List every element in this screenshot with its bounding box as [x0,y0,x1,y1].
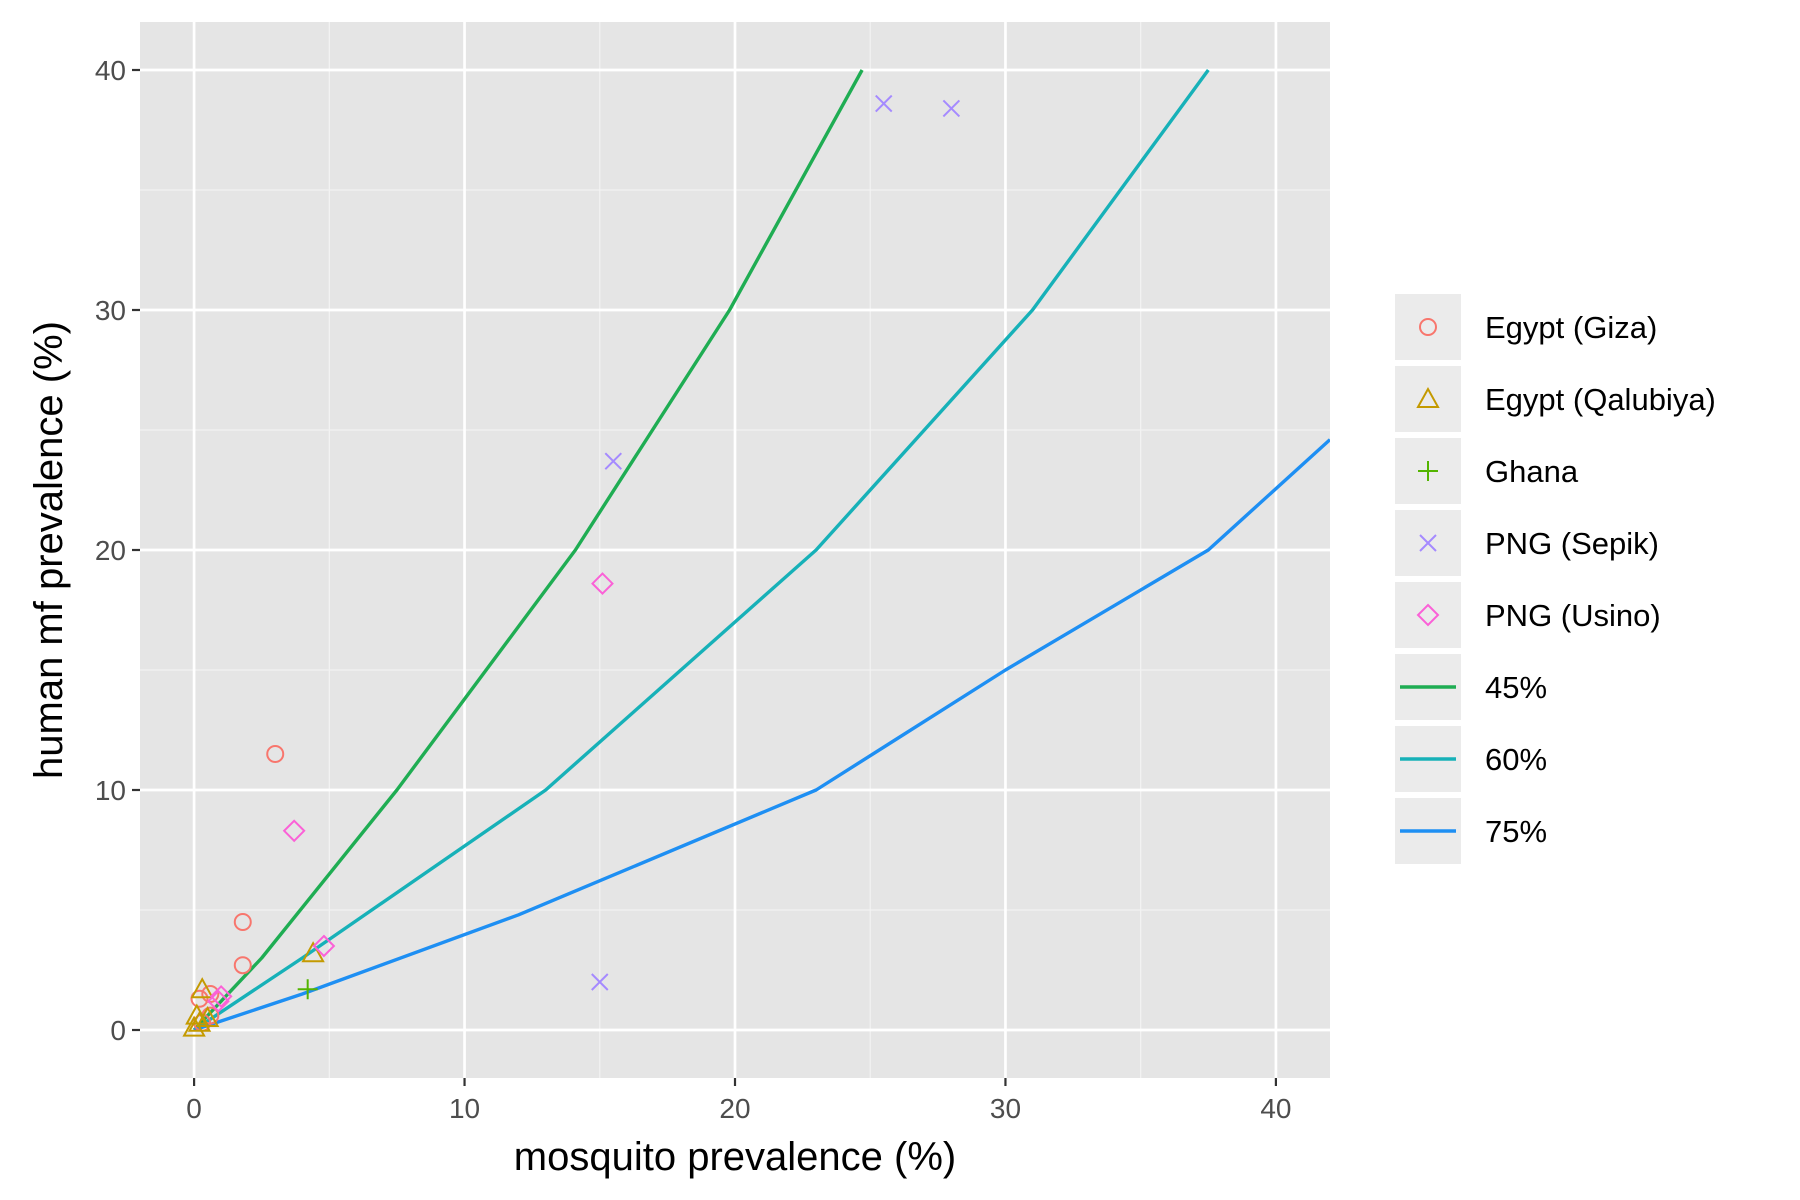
data-point [233,956,252,975]
legend-key-plus [1418,461,1438,481]
line-45% [192,69,864,1032]
legend-label: Egypt (Qalubiya) [1485,382,1716,417]
legend-label: 75% [1485,814,1547,849]
data-point [190,989,209,1008]
legend: Egypt (Giza) Egypt (Qalubiya) Ghana PNG (Se… [1395,294,1716,864]
data-point [185,1003,209,1025]
legend-key-background [1395,294,1461,360]
data-point [190,977,214,999]
data-point [209,984,233,1008]
legend-label: 60% [1485,742,1547,777]
data-point [187,1010,212,1032]
data-point [282,819,306,843]
data-point [297,979,318,1000]
y-tick-label: 30 [95,295,126,326]
legend-key-cross [1419,534,1437,552]
data-point [233,913,252,931]
legend-key-diamond [1416,603,1440,627]
point-series [182,94,961,1037]
data-point [591,973,609,991]
legend-key-background [1395,366,1461,432]
x-tick-label: 10 [449,1093,480,1124]
data-point [266,745,285,763]
y-tick-label: 20 [95,535,126,566]
legend-label: 45% [1485,670,1547,705]
data-point [312,934,336,958]
data-point [301,941,325,963]
axes: 0 10 20 30 40 0 10 20 30 40 [95,55,1292,1124]
line-60% [193,68,1210,1032]
legend-label: Ghana [1485,454,1579,489]
data-point [591,572,614,596]
gridlines [140,22,1330,1078]
data-point [875,94,893,113]
line-75% [193,438,1330,1032]
legend-key-triangle [1416,386,1440,408]
data-point [942,99,961,118]
data-point [604,452,623,470]
legend-key-background [1395,582,1461,648]
legend-key-circle [1419,318,1437,336]
legend-label: Egypt (Giza) [1485,310,1657,345]
x-tick-label: 0 [186,1093,202,1124]
y-tick-label: 40 [95,55,126,86]
legend-label: PNG (Sepik) [1485,526,1659,561]
x-tick-label: 40 [1260,1093,1291,1124]
x-axis-title: mosquito prevalence (%) [514,1135,956,1179]
legend-label: PNG (Usino) [1485,598,1661,633]
y-tick-label: 0 [110,1015,126,1046]
data-point [195,1005,220,1027]
line-series [192,68,1330,1032]
y-tick-label: 10 [95,775,126,806]
y-axis-title: human mf prevalence (%) [27,321,71,779]
x-tick-label: 30 [990,1093,1021,1124]
x-tick-label: 20 [719,1093,750,1124]
